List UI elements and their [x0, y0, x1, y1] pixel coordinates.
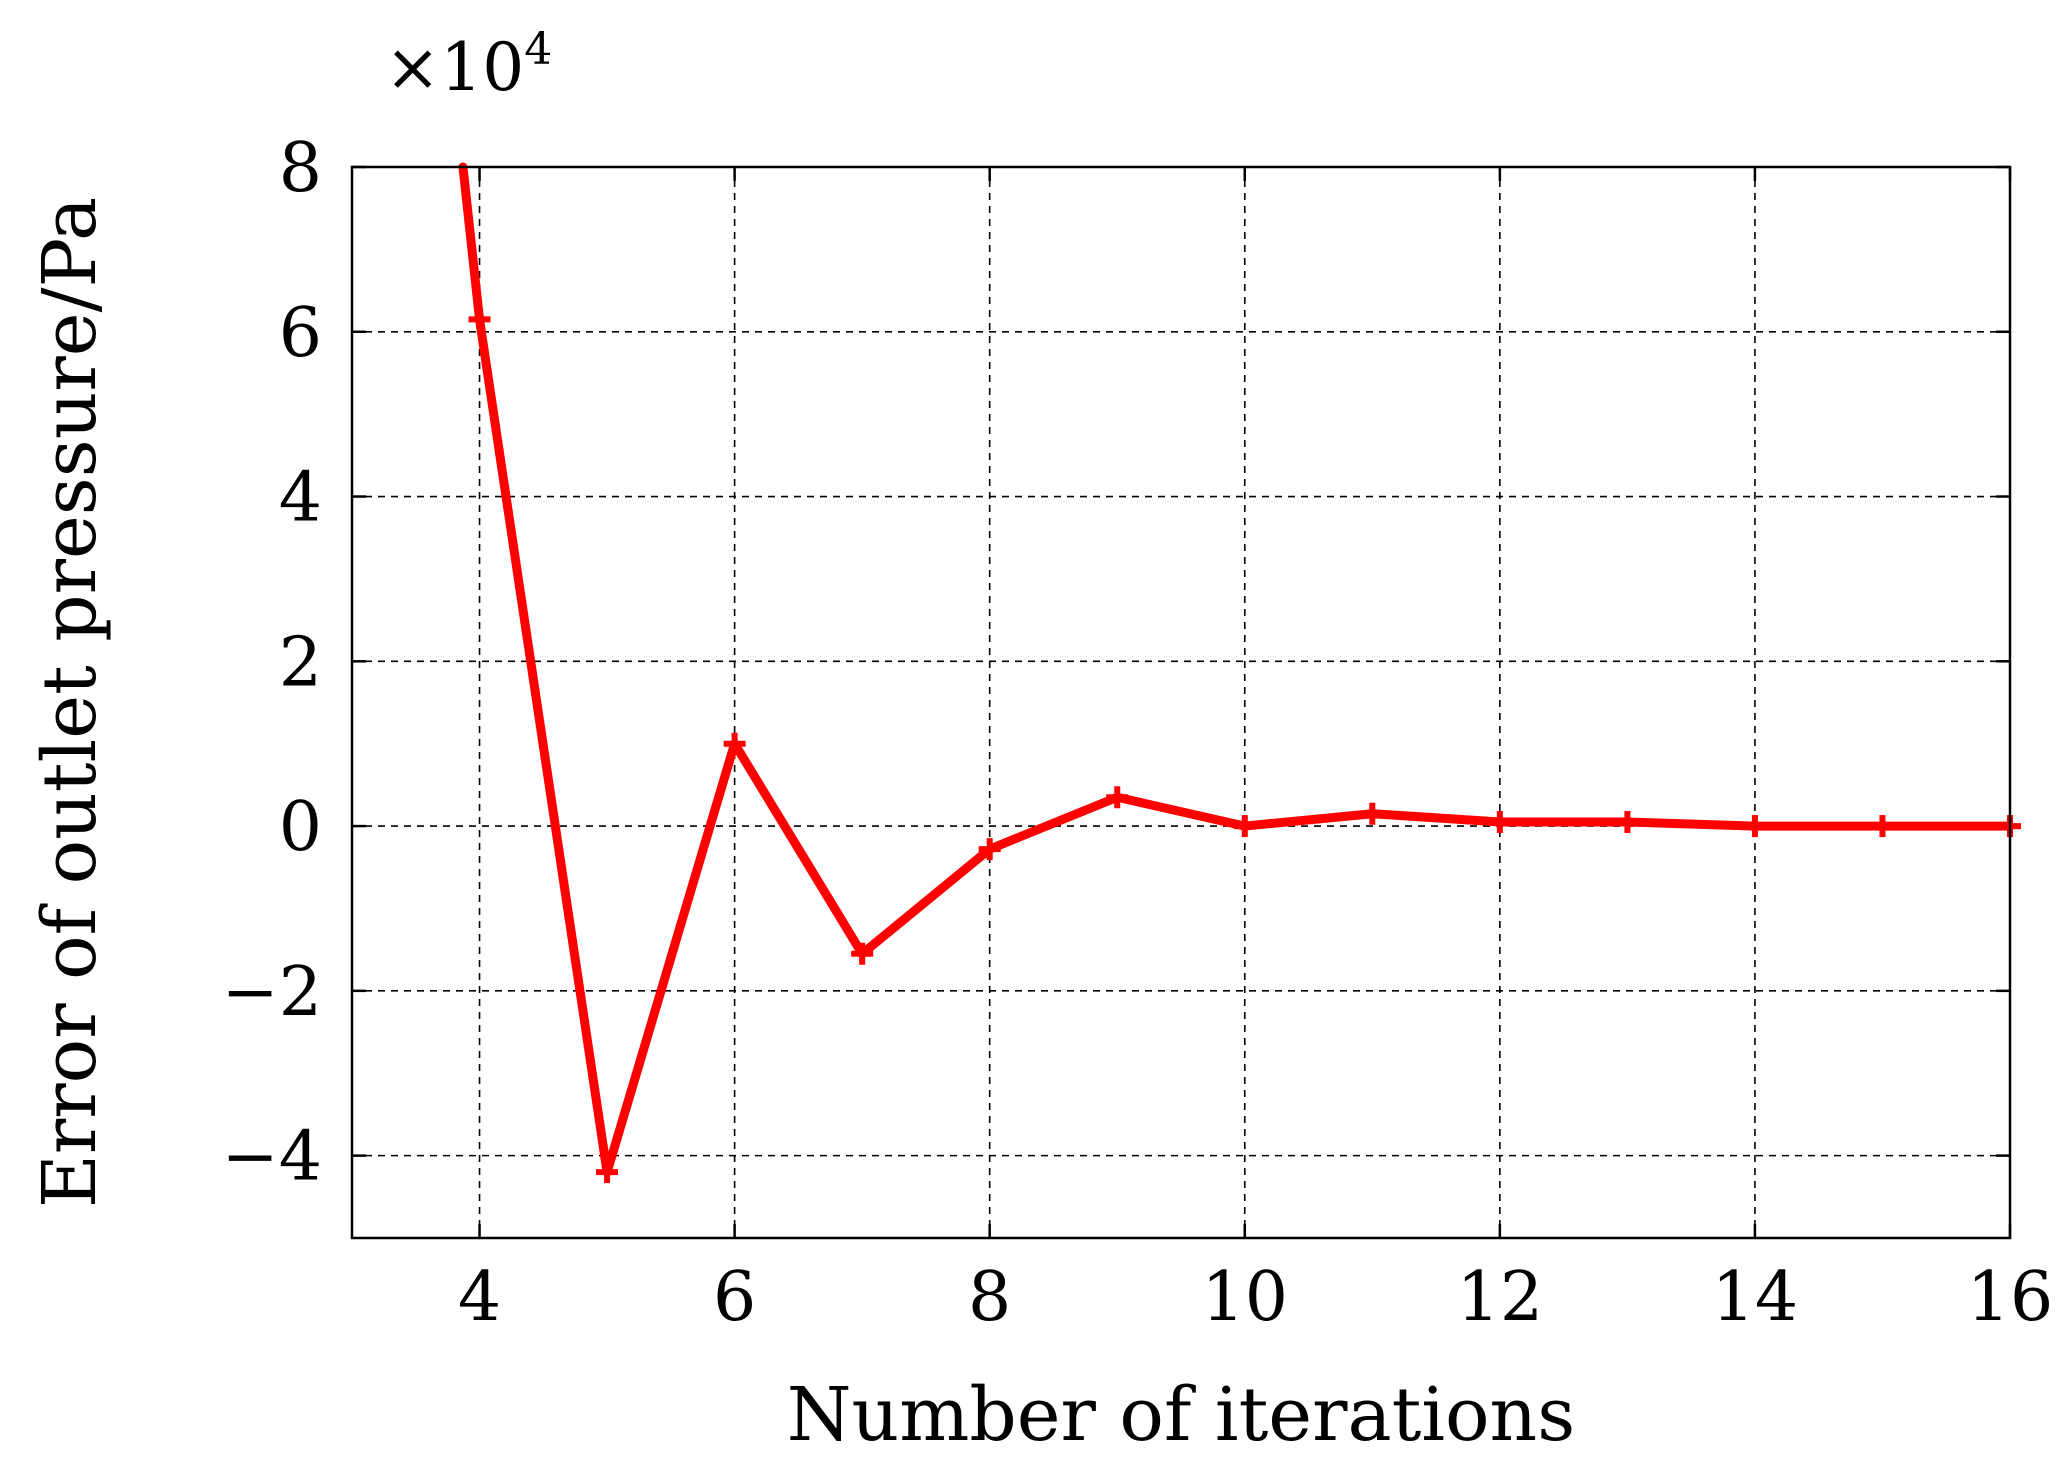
data-point-marker	[1233, 815, 1256, 838]
x-tick-label: 4	[458, 1258, 501, 1337]
data-point-marker	[1106, 786, 1129, 809]
data-point-marker	[1361, 802, 1384, 825]
y-tick-label: 0	[279, 788, 322, 867]
data-point-marker	[978, 838, 1001, 861]
y-tick-label: 8	[279, 129, 322, 208]
x-tick-labels: 4 6 8 10 12 14 16	[458, 1258, 2053, 1337]
y-tick-label: 6	[279, 294, 322, 373]
y-tick-label: −2	[222, 953, 322, 1032]
x-tick-label: 6	[713, 1258, 756, 1337]
x-tick-label: 12	[1457, 1258, 1544, 1337]
data-point-marker	[596, 1161, 619, 1184]
data-point-marker	[1871, 815, 1894, 838]
y-tick-label: 4	[279, 459, 322, 538]
series	[458, 162, 2021, 1184]
y-tick-labels: 8 6 4 2 0 −2 −4	[222, 129, 322, 1197]
x-tick-label: 14	[1712, 1258, 1799, 1337]
series-line	[458, 162, 2015, 1177]
multiplier-base: ×10	[385, 29, 524, 106]
multiplier-exponent: 4	[524, 24, 552, 75]
y-tick-label: −4	[222, 1118, 322, 1197]
data-point-marker	[1616, 810, 1639, 833]
x-tick-label: 16	[1967, 1258, 2054, 1337]
data-point-marker	[1743, 815, 1766, 838]
data-point-marker	[468, 308, 491, 331]
x-tick-label: 10	[1202, 1258, 1289, 1337]
data-point-marker	[723, 732, 746, 755]
plot-frame	[350, 165, 2012, 1240]
x-axis-title: Number of iterations	[787, 1372, 1575, 1458]
axis-ticks	[352, 165, 2012, 1238]
y-tick-label: 2	[279, 623, 322, 702]
data-point-marker	[851, 942, 874, 965]
grid	[352, 166, 2011, 1238]
y-axis-title: Error of outlet pressure/Pa	[27, 197, 113, 1208]
x-tick-label: 8	[968, 1258, 1011, 1337]
y-axis-multiplier: ×104	[385, 24, 552, 106]
data-point-marker	[1488, 810, 1511, 833]
